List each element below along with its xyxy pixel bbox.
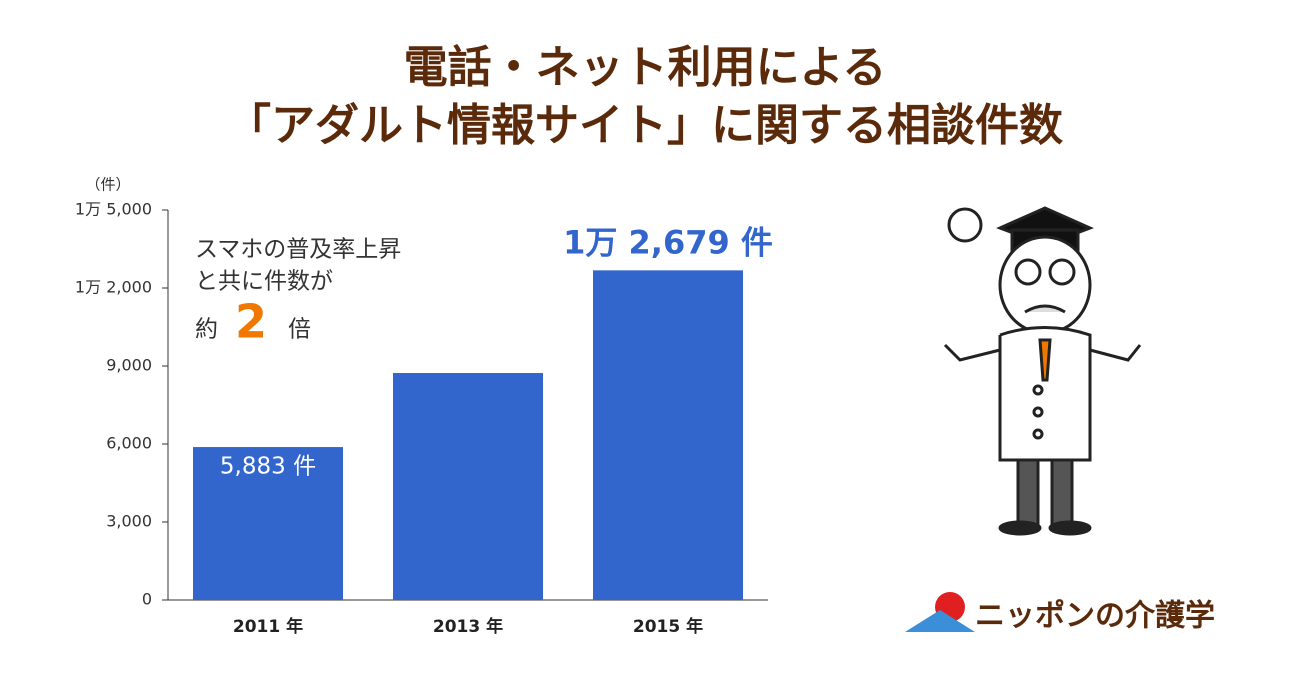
annotation: 約 [195, 317, 218, 343]
logo: ニッポンの介護学 [975, 599, 1215, 634]
y-tick-label: 3,000 [106, 512, 152, 531]
annotation-number: 2 [235, 295, 267, 349]
y-tick-label: 1万 2,000 [75, 278, 152, 297]
y-tick-label: 1万 5,000 [75, 200, 152, 219]
illustration [943, 206, 1142, 536]
y-tick-label: 9,000 [106, 356, 152, 375]
annotation: スマホの普及率上昇 [195, 237, 401, 263]
chart-title: 電話・ネット利用による [404, 42, 887, 93]
bar [193, 447, 343, 600]
value-label: 1万 2,679 件 [563, 223, 773, 261]
logo-mountain [905, 610, 975, 632]
annotation: と共に件数が [195, 269, 333, 295]
x-tick-label: 2011 年 [233, 616, 303, 637]
y-tick-label: 0 [142, 590, 152, 609]
bar [393, 373, 543, 600]
x-tick-label: 2013 年 [433, 616, 503, 637]
y-tick-label: 6,000 [106, 434, 152, 453]
x-tick-label: 2015 年 [633, 616, 703, 637]
value-label: 5,883 件 [220, 454, 316, 480]
chart-title: 「アダルト情報サイト」に関する相談件数 [227, 100, 1063, 151]
y-unit: （件） [85, 176, 130, 194]
bar [593, 270, 743, 600]
annotation: 倍 [288, 317, 311, 343]
